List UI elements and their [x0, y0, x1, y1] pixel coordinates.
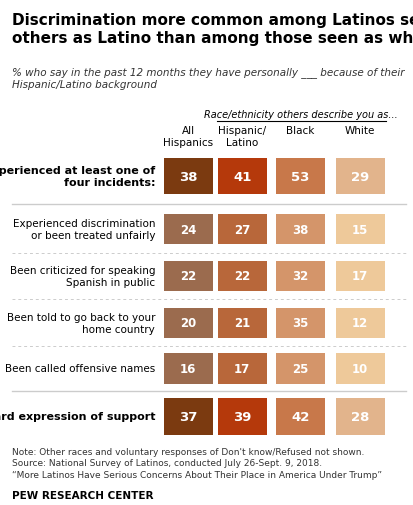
FancyBboxPatch shape [335, 354, 384, 384]
Text: 22: 22 [180, 270, 196, 283]
Text: Experienced discrimination
or been treated unfairly: Experienced discrimination or been treat… [13, 219, 155, 241]
Text: 12: 12 [351, 317, 368, 330]
Text: Black: Black [285, 126, 313, 136]
Text: 53: 53 [290, 170, 309, 183]
FancyBboxPatch shape [335, 308, 384, 338]
Text: % who say in the past 12 months they have personally ___ because of their
Hispan: % who say in the past 12 months they hav… [12, 67, 404, 90]
Text: Race/ethnicity others describe you as...: Race/ethnicity others describe you as... [204, 110, 397, 120]
Text: 17: 17 [233, 362, 250, 375]
FancyBboxPatch shape [164, 261, 212, 291]
FancyBboxPatch shape [275, 398, 324, 435]
Text: 39: 39 [233, 410, 251, 423]
Text: 32: 32 [291, 270, 308, 283]
FancyBboxPatch shape [275, 354, 324, 384]
FancyBboxPatch shape [217, 261, 266, 291]
Text: All
Hispanics: All Hispanics [163, 126, 213, 148]
FancyBboxPatch shape [275, 261, 324, 291]
Text: 38: 38 [291, 223, 308, 236]
FancyBboxPatch shape [335, 261, 384, 291]
Text: 16: 16 [180, 362, 196, 375]
Text: Been criticized for speaking
Spanish in public: Been criticized for speaking Spanish in … [10, 265, 155, 287]
Text: 41: 41 [233, 170, 251, 183]
FancyBboxPatch shape [275, 215, 324, 245]
Text: 42: 42 [290, 410, 309, 423]
Text: 17: 17 [351, 270, 368, 283]
Text: PEW RESEARCH CENTER: PEW RESEARCH CENTER [12, 490, 154, 500]
Text: 22: 22 [233, 270, 250, 283]
Text: 20: 20 [180, 317, 196, 330]
Text: 21: 21 [233, 317, 250, 330]
Text: 28: 28 [350, 410, 368, 423]
Text: Experienced at least one of
four incidents:: Experienced at least one of four inciden… [0, 166, 155, 188]
FancyBboxPatch shape [164, 159, 212, 195]
Text: Been told to go back to your
home country: Been told to go back to your home countr… [7, 312, 155, 334]
FancyBboxPatch shape [335, 159, 384, 195]
Text: White: White [344, 126, 375, 136]
Text: Hispanic/
Latino: Hispanic/ Latino [218, 126, 266, 148]
FancyBboxPatch shape [217, 354, 266, 384]
Text: 24: 24 [180, 223, 196, 236]
FancyBboxPatch shape [275, 308, 324, 338]
FancyBboxPatch shape [335, 398, 384, 435]
Text: Discrimination more common among Latinos seen by
others as Latino than among tho: Discrimination more common among Latinos… [12, 13, 413, 46]
Text: 27: 27 [233, 223, 250, 236]
FancyBboxPatch shape [164, 308, 212, 338]
Text: Been called offensive names: Been called offensive names [5, 364, 155, 374]
FancyBboxPatch shape [217, 215, 266, 245]
Text: 29: 29 [350, 170, 368, 183]
Text: 37: 37 [179, 410, 197, 423]
FancyBboxPatch shape [335, 215, 384, 245]
FancyBboxPatch shape [217, 398, 266, 435]
FancyBboxPatch shape [217, 308, 266, 338]
Text: 35: 35 [291, 317, 308, 330]
FancyBboxPatch shape [164, 354, 212, 384]
FancyBboxPatch shape [164, 215, 212, 245]
FancyBboxPatch shape [217, 159, 266, 195]
Text: Note: Other races and voluntary responses of Don't know/Refused not shown.
Sourc: Note: Other races and voluntary response… [12, 447, 382, 479]
Text: 38: 38 [179, 170, 197, 183]
FancyBboxPatch shape [164, 398, 212, 435]
Text: 25: 25 [291, 362, 308, 375]
FancyBboxPatch shape [275, 159, 324, 195]
Text: 10: 10 [351, 362, 368, 375]
Text: Heard expression of support: Heard expression of support [0, 412, 155, 422]
Text: 15: 15 [351, 223, 368, 236]
